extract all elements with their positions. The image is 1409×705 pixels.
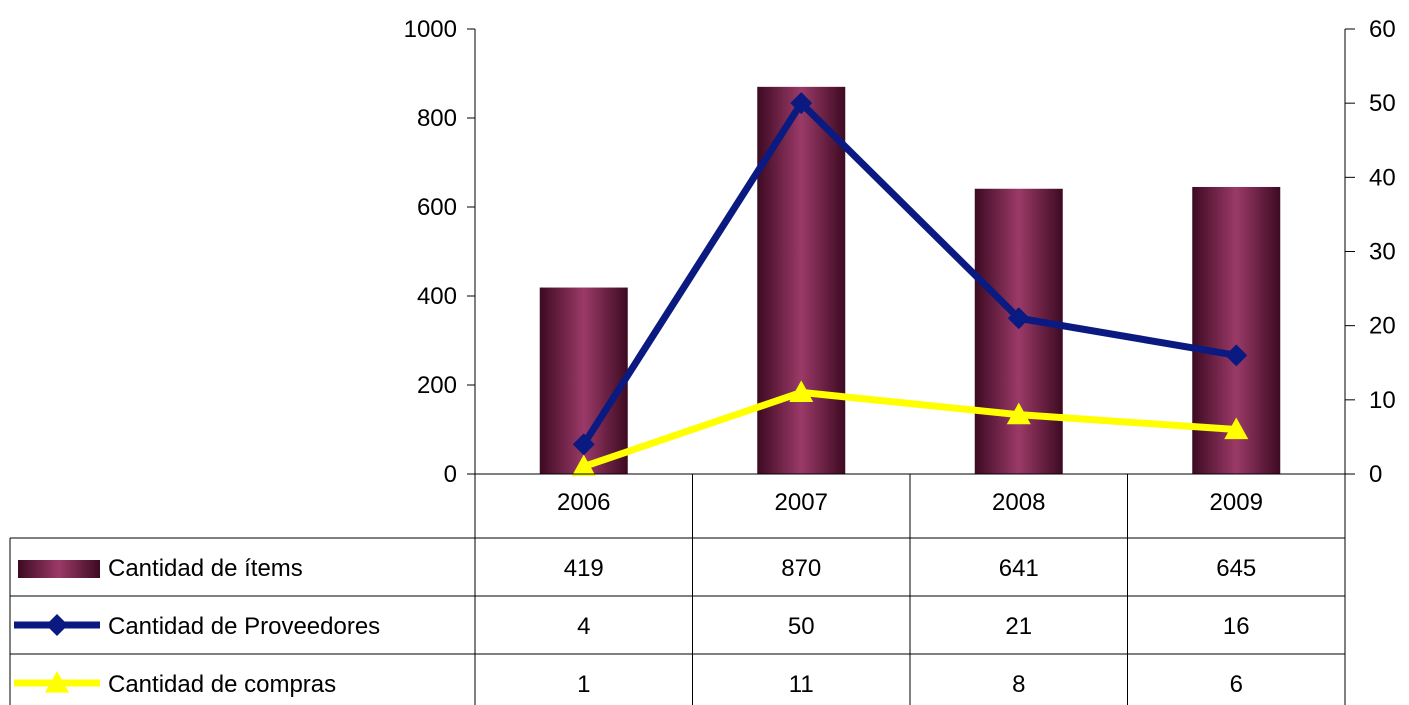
table-row-label: Cantidad de ítems	[108, 555, 303, 582]
table-row-label: Cantidad de Proveedores	[108, 613, 380, 640]
table-cell: 50	[788, 613, 815, 640]
line-series-0	[580, 99, 1237, 447]
diamond-marker-2009	[1225, 344, 1248, 367]
bar-2008	[974, 188, 1063, 474]
table-cell: 419	[564, 555, 604, 582]
legend-key-diamond	[46, 614, 68, 636]
x-tick-label-2006: 2006	[557, 489, 610, 516]
x-tick-label-2009: 2009	[1210, 489, 1263, 516]
x-tick-label-2007: 2007	[775, 489, 828, 516]
y-left-tick-label: 0	[444, 461, 457, 488]
table-cell: 6	[1230, 671, 1243, 698]
axes-layer: 0 200 400 600 800 1000 0 10 20 30 40 50 60	[404, 16, 1396, 488]
y-left-tick-label: 800	[417, 105, 457, 132]
table-cell: 21	[1005, 613, 1032, 640]
y-right-tick-label: 20	[1369, 313, 1396, 340]
diamond-marker-2008	[1007, 307, 1030, 330]
y-left-tick-label: 400	[417, 283, 457, 310]
x-tick-label-2008: 2008	[992, 489, 1045, 516]
table-cell: 8	[1012, 671, 1025, 698]
y-right-tick-label: 50	[1369, 90, 1396, 117]
y-right-tick-label: 10	[1369, 387, 1396, 414]
y-left-tick-label: 1000	[404, 16, 457, 43]
triangle-marker-2006	[571, 454, 596, 477]
table-cell: 4	[577, 613, 590, 640]
y-right-tick-label: 60	[1369, 16, 1396, 43]
table-cell: 16	[1223, 613, 1250, 640]
line-series-1	[582, 388, 1237, 470]
triangle-marker-2009	[1224, 417, 1249, 440]
legend-key-bar	[18, 560, 100, 578]
triangle-marker-2007	[789, 380, 814, 403]
diamond-marker-2007	[790, 92, 813, 115]
table-cell: 11	[789, 671, 814, 698]
bar-2007	[757, 86, 846, 474]
table-cell: 870	[781, 555, 821, 582]
y-right-tick-label: 0	[1369, 461, 1382, 488]
table-cell: 1	[577, 671, 590, 698]
data-table: 2006 2007 2008 2009 Cantidad de ítems 419 870 6…	[9, 473, 1346, 705]
y-right-tick-label: 30	[1369, 239, 1396, 266]
legend-key-triangle	[45, 671, 69, 693]
y-left-tick-label: 200	[417, 372, 457, 399]
triangle-marker-2008	[1006, 402, 1031, 425]
table-row-label: Cantidad de compras	[108, 671, 336, 698]
diamond-marker-2006	[572, 433, 595, 456]
table-cell: 641	[999, 555, 1039, 582]
y-left-tick-label: 600	[417, 194, 457, 221]
table-cell: 645	[1216, 555, 1256, 582]
y-right-tick-label: 40	[1369, 164, 1396, 191]
lines-layer	[571, 92, 1249, 477]
bars-layer	[539, 86, 1281, 474]
